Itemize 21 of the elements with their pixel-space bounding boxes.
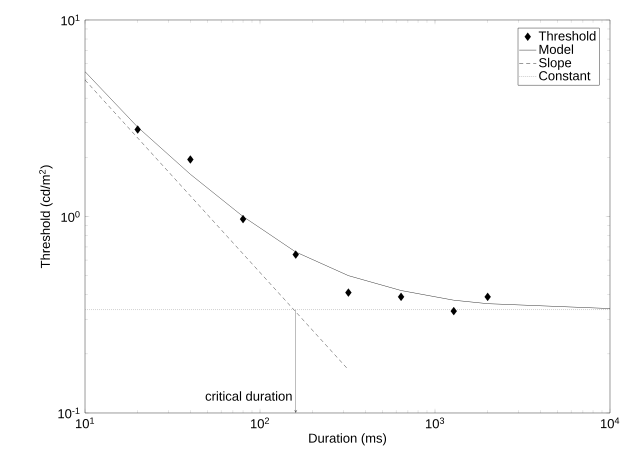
point (450, 306, 457, 316)
y-tick-label: 10$^{1}$ (61, 14, 80, 26)
x-axis-title: Duration (ms) (309, 433, 386, 446)
y-tick-label: 10$^{-1}$ (58, 408, 80, 418)
legend-label: Constant (539, 71, 590, 80)
point (187, 155, 194, 164)
x-tick-label: 10$^{2}$ (250, 418, 270, 428)
y-tick-label: 10$^{0}$ (61, 211, 80, 222)
legend-label: Threshold (538, 31, 596, 41)
point (292, 250, 299, 259)
point (240, 214, 246, 224)
point (398, 292, 404, 302)
point (134, 125, 141, 134)
y-axis-title: Threshold (cd/m$^{2}$) (39, 165, 53, 268)
legend-label: Slope (539, 58, 572, 70)
x-tick-label: 10$^{1}$ (76, 418, 94, 428)
x-tick-label: 10$^{3}$ (426, 418, 444, 428)
legend-label: Model (540, 44, 574, 54)
x-tick-label: 10$^{4}$ (600, 418, 620, 428)
annotation: critical duration (206, 391, 292, 401)
point (345, 288, 352, 297)
